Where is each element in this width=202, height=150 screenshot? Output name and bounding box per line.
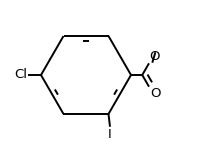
- Text: Cl: Cl: [15, 69, 27, 81]
- Text: O: O: [150, 87, 160, 100]
- Text: O: O: [150, 50, 160, 63]
- Text: I: I: [108, 128, 112, 141]
